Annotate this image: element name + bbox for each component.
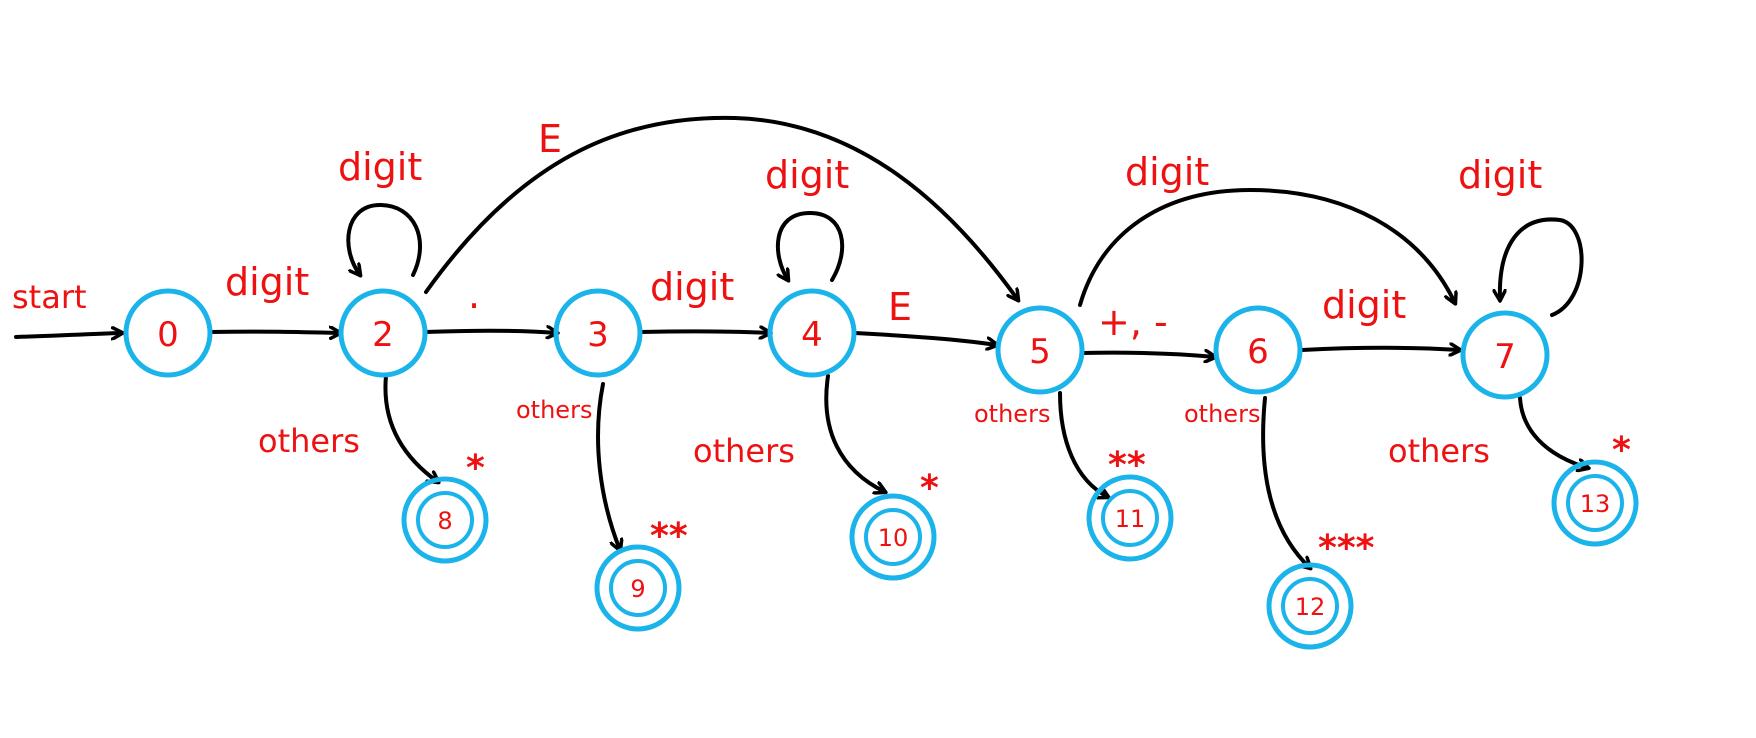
state-12-label: 12 bbox=[1295, 593, 1326, 621]
edge-5-11 bbox=[1058, 391, 1108, 497]
edge-labels: start digit digit . E digit digit E +, -… bbox=[12, 117, 1542, 470]
label-4-5: E bbox=[888, 285, 912, 329]
retract-mark-9: ** bbox=[650, 516, 688, 557]
edge-2-5 bbox=[424, 115, 1018, 300]
state-9-label: 9 bbox=[630, 575, 645, 603]
label-4-4: digit bbox=[765, 153, 849, 197]
label-2-5: E bbox=[538, 117, 562, 161]
edge-start-0 bbox=[14, 333, 122, 337]
state-6: 6 bbox=[1213, 305, 1303, 395]
edge-6-7 bbox=[1300, 348, 1460, 350]
edge-2-8 bbox=[383, 374, 438, 482]
edge-5-6 bbox=[1081, 353, 1215, 357]
edge-4-5 bbox=[853, 331, 997, 345]
state-7: 7 bbox=[1460, 310, 1550, 400]
label-5-11: others bbox=[974, 400, 1050, 428]
states: 0 2 3 4 5 6 7 8 bbox=[123, 288, 1639, 650]
retract-mark-8: * bbox=[466, 448, 485, 489]
retract-mark-13: * bbox=[1612, 430, 1631, 471]
label-2-3: . bbox=[468, 273, 480, 317]
edge-7-13 bbox=[1518, 396, 1588, 468]
state-13-label: 13 bbox=[1580, 490, 1611, 518]
edge-2-3 bbox=[423, 331, 557, 333]
edge-3-9 bbox=[596, 382, 620, 550]
state-3: 3 bbox=[553, 288, 643, 378]
retract-mark-11: ** bbox=[1108, 445, 1146, 486]
edges bbox=[14, 115, 1588, 568]
label-5-7: digit bbox=[1125, 150, 1209, 194]
retract-mark-10: * bbox=[920, 468, 939, 509]
label-0-2: digit bbox=[225, 260, 309, 304]
edge-3-4 bbox=[638, 331, 770, 333]
state-0-label: 0 bbox=[157, 315, 179, 355]
edge-6-12 bbox=[1261, 396, 1310, 568]
state-0: 0 bbox=[123, 288, 213, 378]
retract-marks: * ** * ** *** * bbox=[466, 430, 1631, 569]
state-4-label: 4 bbox=[801, 315, 823, 355]
state-5-label: 5 bbox=[1029, 332, 1051, 372]
edge-7-7 bbox=[1500, 217, 1584, 317]
label-6-12: others bbox=[1184, 400, 1260, 428]
state-8-label: 8 bbox=[437, 507, 452, 535]
edge-5-7 bbox=[1078, 188, 1455, 307]
edge-2-2 bbox=[346, 203, 423, 275]
label-5-6: +, - bbox=[1098, 300, 1168, 344]
state-10: 10 bbox=[849, 493, 937, 581]
label-6-7: digit bbox=[1322, 283, 1406, 327]
label-4-10: others bbox=[693, 432, 795, 470]
state-9: 9 bbox=[594, 544, 682, 632]
label-3-9: others bbox=[516, 396, 592, 424]
label-7-13: others bbox=[1388, 432, 1490, 470]
state-3-label: 3 bbox=[587, 315, 609, 355]
label-7-7: digit bbox=[1458, 153, 1542, 197]
label-3-4: digit bbox=[650, 265, 734, 309]
retract-mark-12: *** bbox=[1318, 528, 1375, 569]
start-label: start bbox=[12, 278, 87, 316]
edge-0-2 bbox=[208, 332, 340, 333]
state-4: 4 bbox=[767, 288, 857, 378]
state-7-label: 7 bbox=[1494, 337, 1516, 377]
edge-4-10 bbox=[824, 374, 885, 492]
label-2-8: others bbox=[258, 422, 360, 460]
edge-4-4 bbox=[775, 211, 845, 280]
state-5: 5 bbox=[995, 305, 1085, 395]
state-2: 2 bbox=[338, 288, 428, 378]
state-13: 13 bbox=[1551, 459, 1639, 547]
state-11-label: 11 bbox=[1115, 505, 1146, 533]
state-12: 12 bbox=[1266, 562, 1354, 650]
state-8: 8 bbox=[401, 476, 489, 564]
state-10-label: 10 bbox=[878, 524, 909, 552]
label-2-2: digit bbox=[338, 145, 422, 189]
state-6-label: 6 bbox=[1247, 332, 1269, 372]
state-11: 11 bbox=[1086, 474, 1174, 562]
state-2-label: 2 bbox=[372, 315, 394, 355]
